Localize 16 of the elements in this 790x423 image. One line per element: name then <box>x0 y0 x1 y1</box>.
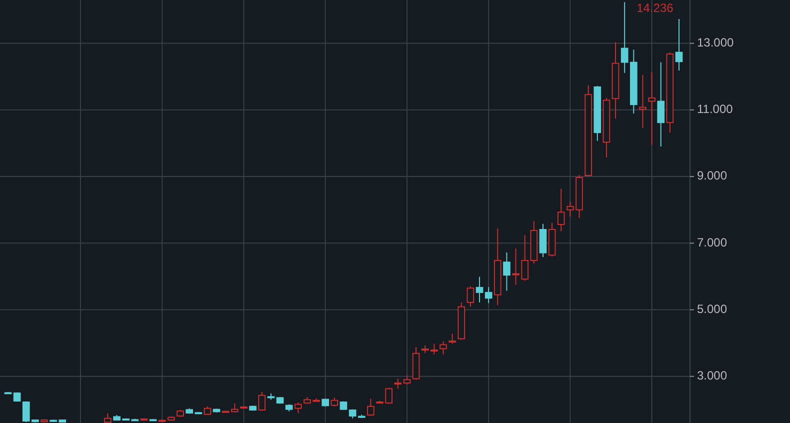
y-tick-label: 11.000 <box>697 102 734 116</box>
candlestick <box>612 42 620 120</box>
candlestick <box>675 18 683 72</box>
candlestick <box>657 62 665 148</box>
candlestick <box>484 286 492 304</box>
candlestick <box>648 72 656 146</box>
annotation: 14.236 <box>636 0 674 15</box>
y-tick-label: 13.000 <box>697 35 734 50</box>
y-tick-label: 5.000 <box>697 302 728 316</box>
y-tick-label: 9.000 <box>697 168 728 183</box>
candlestick <box>476 276 484 303</box>
candlestick <box>494 228 502 306</box>
candlestick <box>639 74 646 128</box>
candlestick <box>503 252 510 292</box>
y-tick-label: 7.000 <box>697 235 728 250</box>
y-tick-label: 3.000 <box>697 368 728 383</box>
